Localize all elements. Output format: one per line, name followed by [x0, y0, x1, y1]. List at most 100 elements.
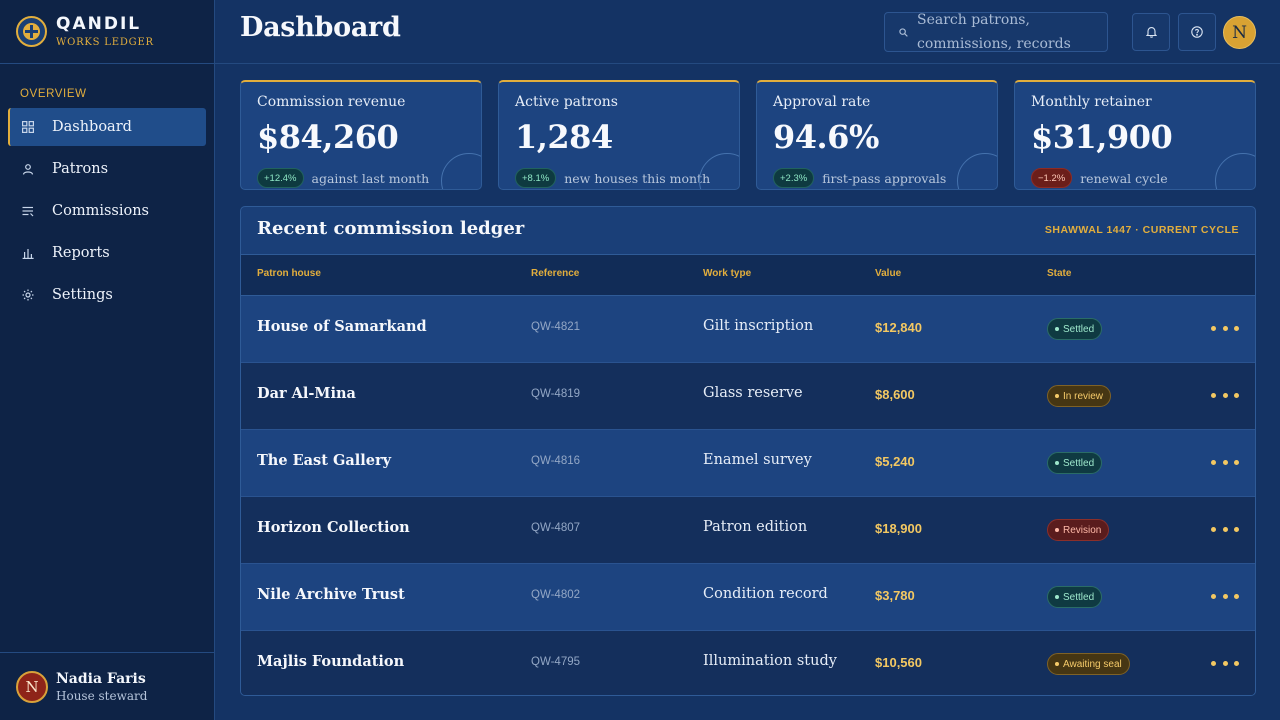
- column-header[interactable]: Reference: [531, 268, 580, 279]
- work-type: Gilt inscription: [703, 318, 814, 334]
- status-label: Settled: [1063, 457, 1095, 469]
- work-type: Glass reserve: [703, 385, 803, 401]
- user-name: Nadia Faris: [56, 670, 146, 687]
- brand[interactable]: QANDIL WORKS LEDGER: [0, 0, 214, 64]
- reference: QW-4816: [531, 455, 581, 467]
- more-actions-button[interactable]: [1211, 594, 1239, 602]
- reference: QW-4795: [531, 656, 581, 668]
- column-header[interactable]: Work type: [703, 268, 752, 279]
- stat-note: new houses this month: [564, 170, 711, 186]
- stat-delta-badge: +12.4%: [257, 168, 304, 188]
- stat-delta-badge: +8.1%: [515, 168, 557, 188]
- card-decoration: [699, 153, 739, 189]
- status-label: Revision: [1063, 524, 1102, 536]
- ledger-cycle: SHAWWAL 1447 · CURRENT CYCLE: [1044, 224, 1239, 236]
- page-title: Dashboard: [240, 12, 401, 43]
- column-header[interactable]: Patron house: [257, 268, 321, 279]
- stat-value: 1,284: [515, 118, 613, 156]
- brand-name: QANDIL: [56, 13, 142, 34]
- sidebar-item-commissions[interactable]: Commissions: [8, 192, 206, 230]
- reference: QW-4802: [531, 589, 581, 601]
- table-row[interactable]: Dar Al-Mina QW-4819 Glass reserve $8,600…: [241, 363, 1255, 430]
- status-label: Settled: [1063, 591, 1095, 603]
- sidebar-item-label: Patrons: [52, 161, 109, 177]
- card-decoration: [957, 153, 997, 189]
- value: $3,780: [875, 588, 915, 603]
- avatar[interactable]: N: [1223, 16, 1256, 49]
- user-role: House steward: [56, 688, 148, 703]
- help-icon: [1191, 26, 1203, 38]
- column-header[interactable]: State: [1047, 268, 1072, 279]
- current-user[interactable]: N Nadia Faris House steward: [0, 652, 214, 720]
- stat-value: $31,900: [1031, 118, 1173, 156]
- sidebar: QANDIL WORKS LEDGER OVERVIEW Dashboard P…: [0, 0, 215, 720]
- brand-subtitle: WORKS LEDGER: [56, 36, 154, 48]
- sidebar-item-reports[interactable]: Reports: [8, 234, 206, 272]
- status-label: In review: [1063, 390, 1104, 402]
- more-actions-button[interactable]: [1211, 527, 1239, 535]
- reference: QW-4807: [531, 522, 581, 534]
- card-decoration: [441, 153, 481, 189]
- more-actions-button[interactable]: [1211, 326, 1239, 334]
- patron-house: The East Gallery: [257, 452, 392, 469]
- stat-card-approval-rate[interactable]: Approval rate 94.6% +2.3% first-pass app…: [756, 80, 998, 190]
- sidebar-item-label: Dashboard: [52, 119, 132, 135]
- status-badge: Settled: [1047, 452, 1103, 474]
- stat-delta-badge: +2.3%: [773, 168, 815, 188]
- sidebar-item-label: Reports: [52, 245, 110, 261]
- value: $5,240: [875, 454, 915, 469]
- search-placeholder: Search patrons, commissions, records: [917, 12, 1071, 52]
- more-actions-button[interactable]: [1211, 393, 1239, 401]
- ledger-title: Recent commission ledger: [257, 218, 525, 239]
- sidebar-item-patrons[interactable]: Patrons: [8, 150, 206, 188]
- gear-icon: [22, 289, 34, 301]
- patron-house: Nile Archive Trust: [257, 586, 405, 603]
- user-icon: [22, 164, 34, 175]
- table-row[interactable]: The East Gallery QW-4816 Enamel survey $…: [241, 430, 1255, 497]
- stat-card-monthly-retainer[interactable]: Monthly retainer $31,900 −1.2% renewal c…: [1014, 80, 1256, 190]
- status-label: Settled: [1063, 323, 1095, 335]
- stat-note: first-pass approvals: [822, 170, 947, 186]
- stat-value: $84,260: [257, 118, 399, 156]
- table-row[interactable]: Majlis Foundation QW-4795 Illumination s…: [241, 631, 1255, 695]
- topbar: Dashboard Search patrons, commissions, r…: [215, 0, 1280, 64]
- stat-label: Active patrons: [515, 94, 618, 110]
- table-row[interactable]: Nile Archive Trust QW-4802 Condition rec…: [241, 564, 1255, 631]
- notifications-button[interactable]: [1132, 13, 1170, 51]
- stat-card-commission-revenue[interactable]: Commission revenue $84,260 +12.4% agains…: [240, 80, 482, 190]
- reference: QW-4821: [531, 321, 581, 333]
- search-input[interactable]: Search patrons, commissions, records: [884, 12, 1108, 52]
- work-type: Enamel survey: [703, 452, 812, 468]
- bell-icon: [1145, 27, 1157, 38]
- table-header: Patron house Reference Work type Value S…: [241, 255, 1255, 296]
- lamp-logo-icon: [16, 16, 47, 47]
- stat-delta-badge: −1.2%: [1031, 168, 1073, 188]
- more-actions-button[interactable]: [1211, 460, 1239, 468]
- status-badge: Settled: [1047, 586, 1103, 608]
- stat-note: against last month: [311, 170, 430, 186]
- reference: QW-4819: [531, 388, 581, 400]
- work-type: Patron edition: [703, 519, 808, 535]
- card-decoration: [1215, 153, 1255, 189]
- column-header[interactable]: Value: [875, 268, 902, 279]
- table-body: House of Samarkand QW-4821 Gilt inscript…: [241, 296, 1255, 695]
- value: $8,600: [875, 387, 915, 402]
- sidebar-item-label: Settings: [52, 287, 113, 303]
- patron-house: House of Samarkand: [257, 318, 427, 335]
- table-row[interactable]: Horizon Collection QW-4807 Patron editio…: [241, 497, 1255, 564]
- nav-section-overview: OVERVIEW: [20, 88, 87, 100]
- patron-house: Dar Al-Mina: [257, 385, 356, 402]
- value: $12,840: [875, 320, 922, 335]
- more-actions-button[interactable]: [1211, 661, 1239, 669]
- avatar: N: [16, 670, 48, 703]
- list-icon: [22, 206, 34, 217]
- sidebar-nav: Dashboard Patrons Commissions Reports Se…: [0, 108, 214, 314]
- patron-house: Majlis Foundation: [257, 653, 405, 670]
- sidebar-item-settings[interactable]: Settings: [8, 276, 206, 314]
- stat-card-active-patrons[interactable]: Active patrons 1,284 +8.1% new houses th…: [498, 80, 740, 190]
- stat-label: Approval rate: [773, 94, 871, 110]
- sidebar-item-dashboard[interactable]: Dashboard: [8, 108, 206, 146]
- value: $18,900: [875, 521, 922, 536]
- table-row[interactable]: House of Samarkand QW-4821 Gilt inscript…: [241, 296, 1255, 363]
- help-button[interactable]: [1178, 13, 1216, 51]
